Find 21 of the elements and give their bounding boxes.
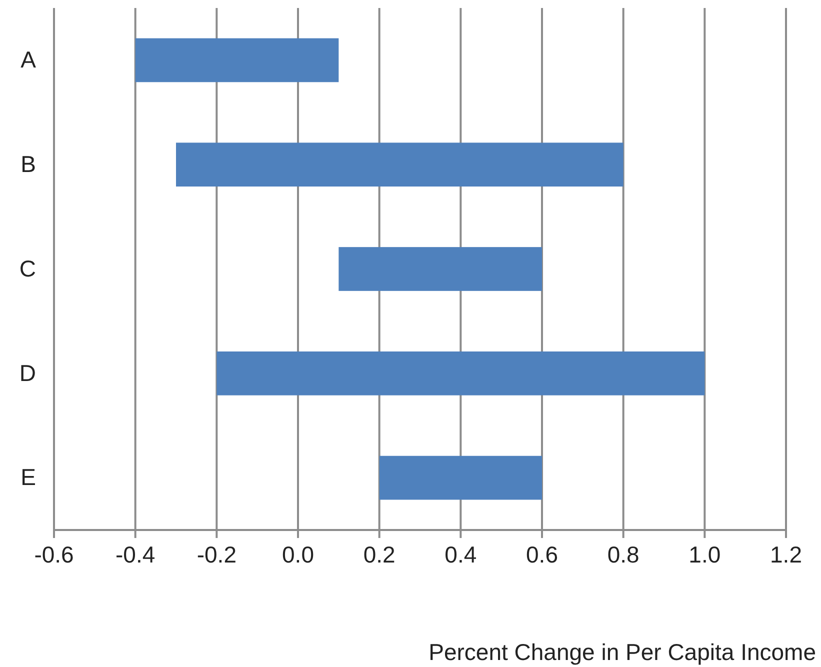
bar: [135, 38, 339, 82]
x-tick-label: 0.0: [282, 541, 314, 568]
y-tick-label: C: [19, 255, 36, 282]
y-tick-label: D: [19, 360, 36, 386]
x-axis-title: Percent Change in Per Capita Income: [428, 639, 816, 665]
x-tick-label: 1.0: [688, 541, 721, 568]
x-tick-label: 0.4: [444, 541, 477, 568]
x-tick-label: 0.2: [363, 541, 396, 568]
x-tick-label: 0.6: [526, 541, 558, 568]
y-tick-label: E: [20, 464, 36, 490]
x-tick-label: -0.6: [34, 541, 74, 568]
bar: [216, 351, 705, 396]
x-tick-label: -0.4: [116, 541, 156, 568]
bar: [176, 142, 624, 187]
y-tick-label: B: [20, 150, 36, 177]
bar: [338, 247, 542, 291]
x-tick-label: 0.8: [607, 541, 640, 568]
y-tick-label: A: [20, 46, 37, 73]
x-tick-label: -0.2: [196, 541, 236, 568]
x-tick-label: 1.2: [770, 541, 802, 568]
bar: [379, 456, 542, 500]
